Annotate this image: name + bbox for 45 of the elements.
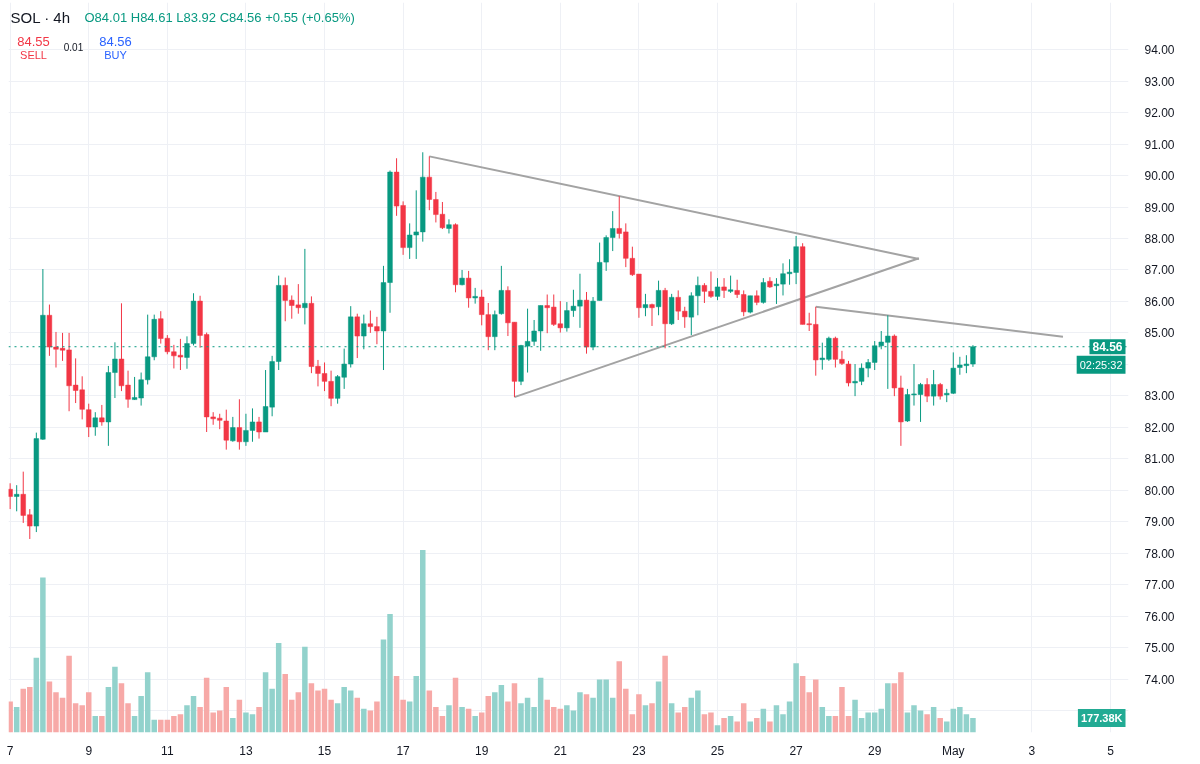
x-tick-label: 15 (317, 743, 332, 758)
x-tick-label: 7 (6, 743, 14, 758)
annotation: 177.38K (1080, 711, 1123, 724)
annotation: 84.55 (17, 34, 50, 49)
x-tick-label: 27 (789, 743, 804, 758)
x-tick-label: 9 (85, 743, 93, 758)
annotation: 84.56 (99, 34, 132, 49)
y-tick-label: 86.00 (1144, 294, 1175, 309)
y-tick-label: 79.00 (1144, 515, 1175, 530)
y-tick-label: 87.00 (1144, 263, 1175, 278)
y-tick-label: 82.00 (1144, 420, 1175, 435)
annotation: SELL (20, 48, 47, 61)
y-tick-label: 85.00 (1144, 326, 1175, 341)
y-tick-label: 77.00 (1144, 578, 1175, 593)
x-tick-label: 11 (161, 743, 174, 758)
y-tick-label: 81.00 (1144, 452, 1175, 467)
y-tick-label: 89.00 (1144, 200, 1175, 215)
y-tick-label: 74.00 (1144, 672, 1175, 687)
x-tick-label: 19 (475, 743, 489, 758)
ref-line-label: 84.56 (1092, 340, 1123, 355)
y-tick-label: 88.00 (1144, 231, 1175, 246)
annotation: 02:25:32 (1079, 358, 1123, 371)
y-tick-label: 90.00 (1144, 169, 1175, 184)
text: SOL · 4h (10, 9, 70, 26)
y-tick-label: 75.00 (1144, 641, 1175, 656)
y-tick-label: 92.00 (1144, 106, 1175, 121)
x-tick-label: May (941, 743, 965, 758)
x-tick-label: 23 (632, 743, 646, 758)
x-tick-label: 25 (710, 743, 725, 758)
x-tick-label: 21 (553, 743, 568, 758)
y-tick-label: 93.00 (1144, 74, 1175, 89)
y-tick-label: 76.00 (1144, 609, 1175, 624)
annotation: 0.01 (63, 41, 84, 53)
x-tick-label: 5 (1107, 743, 1115, 758)
x-tick-label: 29 (868, 743, 882, 758)
y-tick-label: 83.00 (1144, 389, 1175, 404)
annotation: BUY (104, 48, 128, 61)
x-tick-label: 17 (396, 743, 411, 758)
y-tick-label: 94.00 (1144, 43, 1175, 58)
x-tick-label: 3 (1028, 743, 1036, 758)
x-tick-label: 13 (239, 743, 253, 758)
text: O84.01 H84.61 L83.92 C84.56 +0.55 (+0.65%) (84, 10, 355, 25)
y-tick-label: 91.00 (1144, 137, 1175, 152)
y-tick-label: 78.00 (1144, 546, 1175, 561)
y-tick-label: 80.00 (1144, 483, 1175, 498)
